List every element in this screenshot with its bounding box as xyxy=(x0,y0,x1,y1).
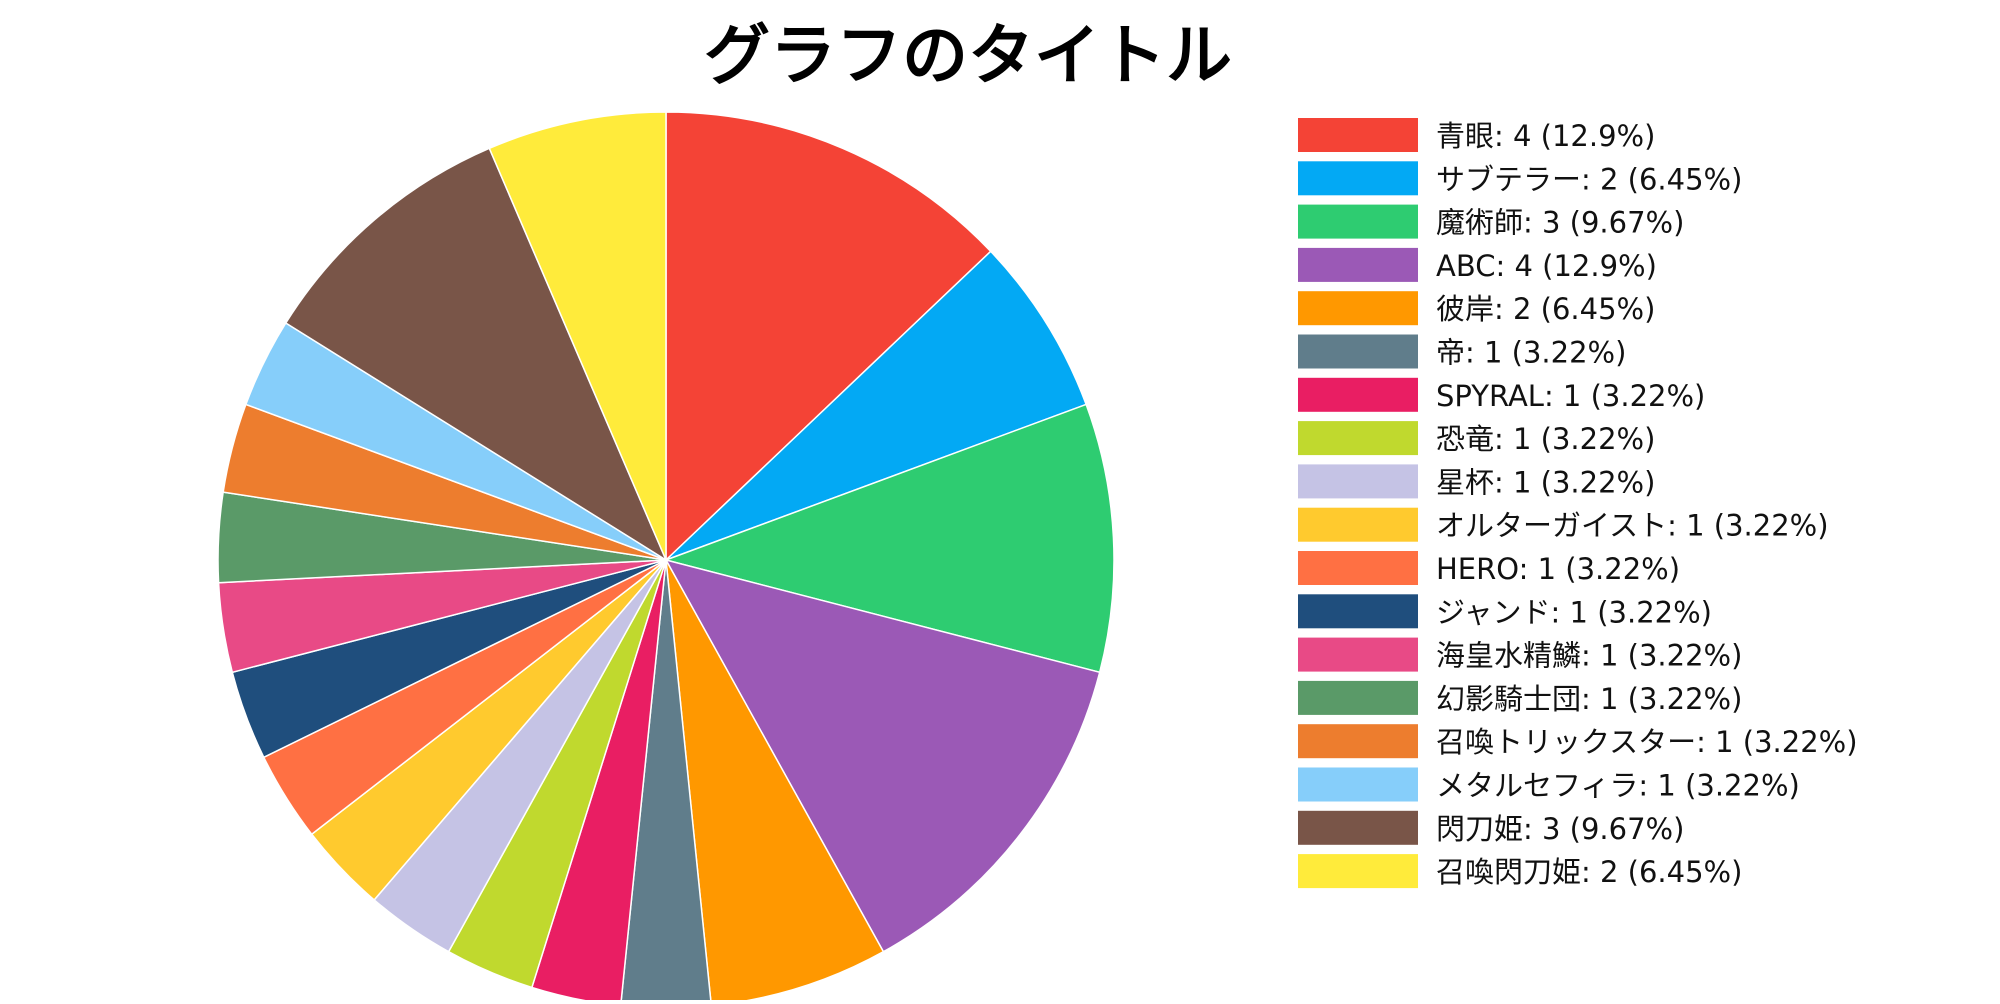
legend-label: 海皇水精鱗: 1 (3.22%) xyxy=(1436,639,1742,673)
legend-swatch xyxy=(1298,854,1418,889)
legend-swatch xyxy=(1298,464,1418,499)
legend-label: 恐竜: 1 (3.22%) xyxy=(1436,422,1655,456)
legend-item: 閃刀姫: 3 (9.67%) xyxy=(1298,810,1684,846)
pie-slice xyxy=(664,558,1101,953)
legend-swatch xyxy=(1298,377,1418,412)
legend-label: 閃刀姫: 3 (9.67%) xyxy=(1436,812,1684,846)
legend-swatch xyxy=(1298,507,1418,542)
legend-label: 彼岸: 2 (6.45%) xyxy=(1436,292,1655,326)
pie-slice xyxy=(663,403,1115,674)
legend-swatch xyxy=(1298,247,1418,282)
legend-label: オルターガイスト: 1 (3.22%) xyxy=(1436,509,1829,543)
legend-label: ABC: 4 (12.9%) xyxy=(1436,249,1657,283)
legend-label: 帝: 1 (3.22%) xyxy=(1436,336,1626,370)
legend-item: SPYRAL: 1 (3.22%) xyxy=(1298,377,1705,413)
legend-swatch xyxy=(1298,334,1418,369)
legend-swatch xyxy=(1298,161,1418,196)
legend-item: 青眼: 4 (12.9%) xyxy=(1298,118,1655,153)
legend-label: 召喚閃刀姫: 2 (6.45%) xyxy=(1436,855,1742,889)
legend-label: SPYRAL: 1 (3.22%) xyxy=(1436,379,1705,413)
legend-item: 召喚トリックスター: 1 (3.22%) xyxy=(1298,724,1858,759)
legend-swatch xyxy=(1298,118,1418,152)
legend-item: ジャンド: 1 (3.22%) xyxy=(1298,594,1712,629)
legend-item: 帝: 1 (3.22%) xyxy=(1298,334,1626,370)
legend-item: 召喚閃刀姫: 2 (6.45%) xyxy=(1298,854,1742,889)
pie-slice xyxy=(665,559,885,1004)
legend-item: サブテラー: 2 (6.45%) xyxy=(1298,161,1742,196)
legend-item: HERO: 1 (3.22%) xyxy=(1298,551,1680,586)
legend-item: 恐竜: 1 (3.22%) xyxy=(1298,421,1655,456)
legend: 青眼: 4 (12.9%) サブテラー: 2 (6.45%) 魔術師: 3 (9.6… xyxy=(1298,118,1858,889)
legend-label: 幻影騎士団: 1 (3.22%) xyxy=(1436,682,1742,716)
pie-slice xyxy=(488,111,667,561)
legend-swatch xyxy=(1298,421,1418,456)
legend-swatch xyxy=(1298,724,1418,759)
legend-label: 青眼: 4 (12.9%) xyxy=(1436,119,1655,153)
legend-item: 幻影騎士団: 1 (3.22%) xyxy=(1298,680,1742,716)
legend-item: ABC: 4 (12.9%) xyxy=(1298,247,1657,283)
legend-swatch xyxy=(1298,551,1418,585)
legend-label: 魔術師: 3 (9.67%) xyxy=(1436,206,1684,240)
legend-swatch xyxy=(1298,810,1418,845)
legend-swatch xyxy=(1298,204,1418,239)
legend-swatch xyxy=(1298,594,1418,629)
legend-swatch xyxy=(1298,291,1418,326)
legend-label: サブテラー: 2 (6.45%) xyxy=(1436,162,1742,196)
legend-item: 魔術師: 3 (9.67%) xyxy=(1298,204,1684,240)
pie-slice xyxy=(665,111,992,562)
legend-item: オルターガイスト: 1 (3.22%) xyxy=(1298,507,1829,543)
legend-item: 海皇水精鱗: 1 (3.22%) xyxy=(1298,637,1742,673)
pie-slice xyxy=(665,250,1088,561)
chart-title: グラフのタイトル xyxy=(704,17,1232,94)
legend-swatch xyxy=(1298,637,1418,672)
legend-label: メタルセフィラ: 1 (3.22%) xyxy=(1436,769,1800,803)
pie-slices xyxy=(217,111,1115,1004)
pie-slice xyxy=(620,559,712,1004)
legend-swatch xyxy=(1298,680,1418,715)
legend-swatch xyxy=(1298,767,1418,802)
legend-label: 召喚トリックスター: 1 (3.22%) xyxy=(1436,725,1858,759)
pie-slice xyxy=(284,147,668,562)
legend-label: ジャンド: 1 (3.22%) xyxy=(1436,595,1712,629)
legend-label: 星杯: 1 (3.22%) xyxy=(1436,465,1655,499)
legend-label: HERO: 1 (3.22%) xyxy=(1436,552,1680,586)
legend-item: メタルセフィラ: 1 (3.22%) xyxy=(1298,767,1800,803)
legend-item: 彼岸: 2 (6.45%) xyxy=(1298,291,1655,326)
legend-item: 星杯: 1 (3.22%) xyxy=(1298,464,1655,499)
